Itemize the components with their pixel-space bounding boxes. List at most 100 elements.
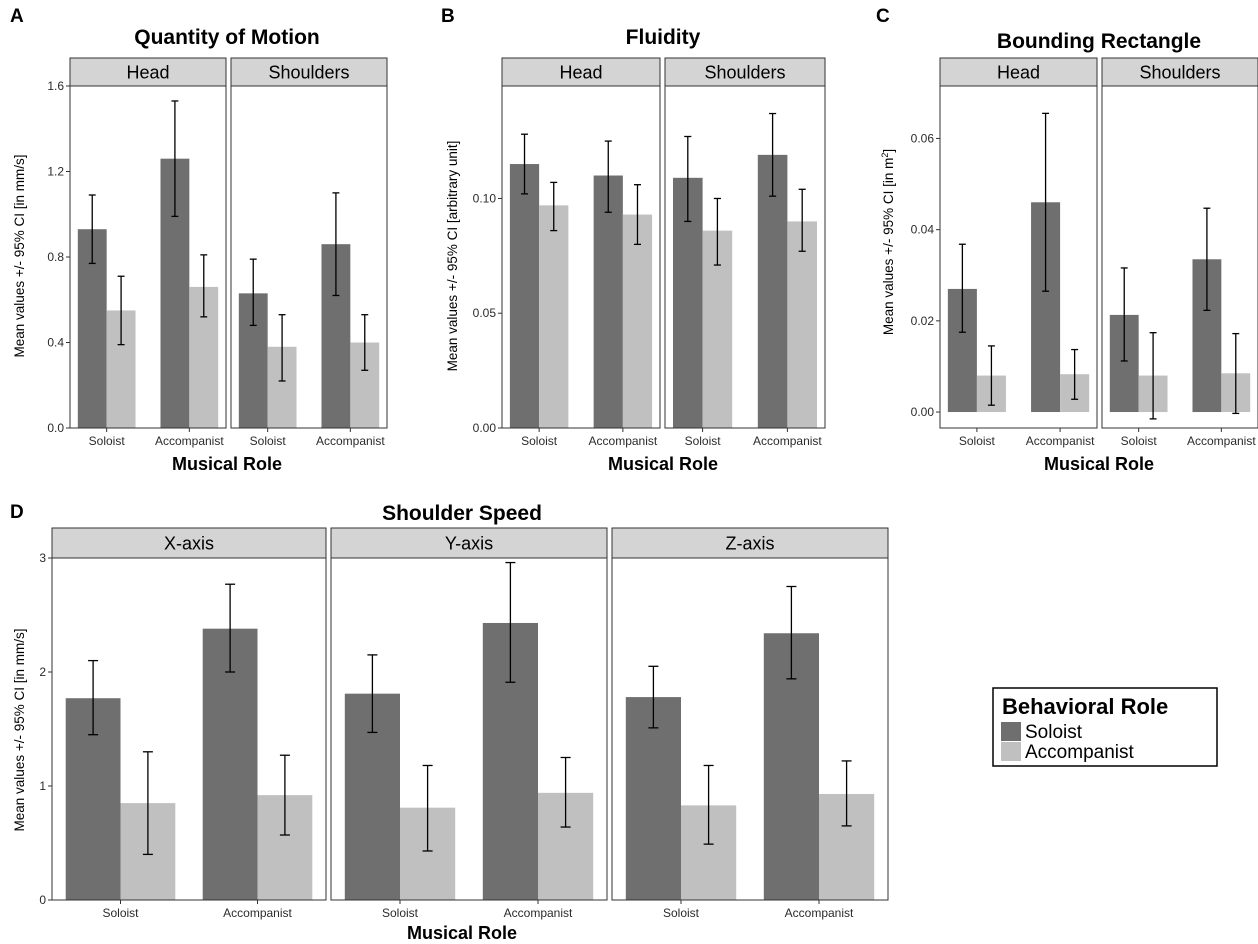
panel-c-facet-head-strip-label: Head xyxy=(997,63,1040,83)
panel-b-x-axis-title: Musical Role xyxy=(608,454,718,474)
panel-d-facet-y-axis-x-tick-label: Accompanist xyxy=(504,906,573,920)
panel-d-facet-x-axis-strip xyxy=(51,527,327,559)
panel-d-facet-y-axis-x-tick-label: Soloist xyxy=(382,906,419,920)
panel-c-y-tick-label: 0.02 xyxy=(911,314,935,328)
legend-title: Behavioral Role xyxy=(1002,694,1168,719)
panel-a-plot: 0.0 0.4 0.8 1.2 1.6 Head Soloist Accompanist Sho… xyxy=(47,57,388,448)
panel-b-facet-head-bar-accompanist-soloist xyxy=(539,205,569,428)
panel-d-facet-y-axis-strip xyxy=(330,527,608,559)
panel-a-y-axis-title: Mean values +/- 95% CI [in mm/s] xyxy=(12,155,27,358)
panel-d-y-tick-label: 0 xyxy=(39,893,46,907)
panel-b-facet-shoulders-bar-soloist-accompanist xyxy=(757,154,788,428)
panel-b-facet-head-bar-accompanist-accompanist xyxy=(622,214,653,428)
panel-d-title: Shoulder Speed xyxy=(382,502,542,525)
panel-b-y-tick-label: 0.10 xyxy=(473,191,497,205)
panel-a-facet-head-x-tick-label: Accompanist xyxy=(155,434,224,448)
legend-box xyxy=(992,687,1218,767)
panel-letter-d: D xyxy=(10,502,24,523)
panel-a-facet-head-border xyxy=(69,85,227,429)
panel-c-facet-shoulders-x-tick-label: Soloist xyxy=(1121,434,1158,448)
panel-c-plot: 0.00 0.02 0.04 0.06 Head Soloist Accompanist Sh… xyxy=(911,57,1258,448)
panel-d: D Shoulder Speed 0 1 2 3 X-axis Soloist Accomp… xyxy=(10,502,889,943)
legend-swatch-soloist xyxy=(1001,722,1021,741)
panel-c-facet-head-strip xyxy=(939,57,1098,87)
panel-d-facet-z-axis-strip xyxy=(611,527,889,559)
panel-d-plot: 0 1 2 3 X-axis Soloist Accompanist Y-axis Solois… xyxy=(39,527,889,920)
panel-a-y-tick-label: 0.8 xyxy=(47,250,64,264)
panel-d-y-tick-label: 3 xyxy=(39,551,46,565)
panel-d-facet-y-axis-border xyxy=(330,557,608,901)
legend: Behavioral Role Soloist Accompanist xyxy=(992,687,1218,767)
panel-d-y-tick-label: 2 xyxy=(39,665,46,679)
panel-a-y-tick-label: 1.6 xyxy=(47,79,64,93)
panel-a-facet-shoulders-strip xyxy=(230,57,388,87)
panel-d-facet-x-axis-x-tick-label: Soloist xyxy=(102,906,139,920)
panel-d-y-tick-label: 1 xyxy=(39,779,46,793)
panel-c-y-tick-label: 0.06 xyxy=(911,131,935,145)
panel-c-y-tick-label: 0.00 xyxy=(911,405,935,419)
panel-a-facet-head-x-tick-label: Soloist xyxy=(89,434,126,448)
panel-b-facet-head-bar-soloist-soloist xyxy=(509,164,540,428)
panel-d-facet-x-axis-strip-label: X-axis xyxy=(164,534,214,554)
panel-a-facet-head-strip xyxy=(69,57,227,87)
panel-d-x-axis-title: Musical Role xyxy=(407,923,517,943)
panel-c-title: Bounding Rectangle xyxy=(997,30,1201,53)
panel-b: B Fluidity 0.00 0.05 0.10 Head Soloist Accomp… xyxy=(441,6,826,474)
panel-d-facet-z-axis-x-tick-label: Accompanist xyxy=(785,906,854,920)
panel-letter-b: B xyxy=(441,6,455,27)
panel-b-facet-shoulders-bar-accompanist-accompanist xyxy=(787,221,817,428)
panel-a-facet-head-strip-label: Head xyxy=(126,63,169,83)
panel-d-facet-z-axis-bar-soloist-soloist xyxy=(625,697,681,900)
panel-a-facet-shoulders-border xyxy=(230,85,388,429)
panel-d-facet-y-axis-strip-label: Y-axis xyxy=(445,534,493,554)
panel-b-y-axis-title: Mean values +/- 95% CI [arbitrary unit] xyxy=(445,141,460,372)
panel-c-facet-head-x-tick-label: Soloist xyxy=(959,434,996,448)
panel-b-title: Fluidity xyxy=(626,26,701,49)
panel-c: C Bounding Rectangle 0.00 0.02 0.04 0.06 Hea… xyxy=(876,6,1258,474)
panel-b-facet-head-x-tick-label: Soloist xyxy=(521,434,558,448)
panel-b-facet-shoulders-strip xyxy=(664,57,826,87)
panel-d-facet-z-axis-border xyxy=(611,557,889,901)
panel-a: A Quantity of Motion 0.0 0.4 0.8 1.2 1.6 Head… xyxy=(10,6,388,474)
panel-b-facet-head-border xyxy=(501,85,661,429)
panel-b-facet-shoulders-strip-label: Shoulders xyxy=(704,63,785,83)
panel-d-facet-x-axis-x-tick-label: Accompanist xyxy=(223,906,292,920)
panel-b-facet-head-bar-soloist-accompanist xyxy=(593,175,623,428)
panel-a-y-tick-label: 0.0 xyxy=(47,421,64,435)
panel-c-facet-shoulders-strip-label: Shoulders xyxy=(1139,63,1220,83)
panel-a-facet-shoulders-x-tick-label: Soloist xyxy=(250,434,287,448)
panel-b-facet-shoulders-x-tick-label: Soloist xyxy=(685,434,722,448)
panel-letter-a: A xyxy=(10,6,24,27)
legend-swatch-accompanist xyxy=(1001,742,1021,761)
panel-b-plot: 0.00 0.05 0.10 Head Soloist Accompanist Should… xyxy=(473,57,826,448)
panel-a-facet-shoulders-x-tick-label: Accompanist xyxy=(316,434,385,448)
panel-d-facet-x-axis-border xyxy=(51,557,327,901)
panel-c-y-axis-title-suffix: ] xyxy=(881,149,896,153)
panel-a-title: Quantity of Motion xyxy=(134,26,319,49)
panel-b-facet-head-strip xyxy=(501,57,661,87)
panel-b-facet-head-x-tick-label: Accompanist xyxy=(589,434,658,448)
panel-c-y-axis-title-superscript: 2 xyxy=(880,153,890,158)
panel-c-facet-shoulders-border xyxy=(1101,85,1258,429)
panel-c-y-axis-title: Mean values +/- 95% CI [in m2] xyxy=(880,149,896,335)
panel-a-facet-shoulders-strip-label: Shoulders xyxy=(268,63,349,83)
panel-b-facet-head-strip-label: Head xyxy=(559,63,602,83)
panel-b-y-tick-label: 0.05 xyxy=(473,306,497,320)
panel-letter-c: C xyxy=(876,6,890,27)
panel-b-facet-shoulders-x-tick-label: Accompanist xyxy=(753,434,822,448)
panel-c-y-axis-title-main: Mean values +/- 95% CI [in m xyxy=(881,158,896,335)
panel-b-facet-shoulders-border xyxy=(664,85,826,429)
panel-a-x-axis-title: Musical Role xyxy=(172,454,282,474)
panel-d-facet-z-axis-strip-label: Z-axis xyxy=(726,534,775,554)
panel-a-y-tick-label: 0.4 xyxy=(47,336,64,350)
panel-b-y-tick-label: 0.00 xyxy=(473,421,497,435)
panel-c-facet-shoulders-x-tick-label: Accompanist xyxy=(1187,434,1256,448)
panel-d-y-axis-title: Mean values +/- 95% CI [in mm/s] xyxy=(12,629,27,832)
panel-c-y-tick-label: 0.04 xyxy=(911,223,935,237)
panel-c-facet-head-border xyxy=(939,85,1098,429)
legend-label-accompanist: Accompanist xyxy=(1025,742,1134,763)
panel-d-facet-x-axis-bar-soloist-accompanist xyxy=(202,628,258,900)
panel-d-facet-z-axis-x-tick-label: Soloist xyxy=(663,906,700,920)
panel-c-x-axis-title: Musical Role xyxy=(1044,454,1154,474)
